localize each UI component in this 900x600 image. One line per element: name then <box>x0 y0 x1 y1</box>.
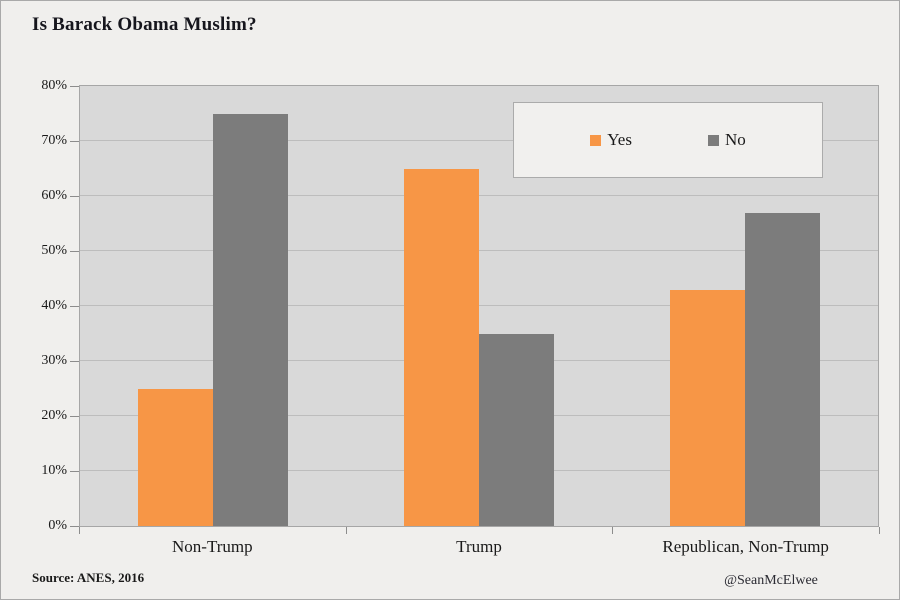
x-category-label-non-trump: Non-Trump <box>172 537 253 556</box>
y-tick-mark-60 <box>70 196 79 197</box>
y-tick-label-60: 60% <box>41 188 67 203</box>
x-tick-mark-1 <box>345 527 347 534</box>
gridline-40 <box>80 305 878 306</box>
y-tick-mark-40 <box>70 306 79 307</box>
bar-no-non-trump <box>213 113 288 526</box>
y-tick-mark-10 <box>70 471 79 472</box>
legend: Yes No <box>513 102 823 178</box>
x-tick-mark-0 <box>79 527 80 534</box>
y-tick-label-20: 20% <box>41 408 67 423</box>
y-tick-label-0: 0% <box>48 518 67 533</box>
chart-title: Is Barack Obama Muslim? <box>32 14 257 35</box>
y-tick-label-40: 40% <box>41 298 67 313</box>
y-tick-label-70: 70% <box>41 133 67 148</box>
bar-yes-non-trump <box>138 388 213 526</box>
y-tick-label-30: 30% <box>41 353 67 368</box>
legend-label-no: No <box>724 130 746 149</box>
source-note: Source: ANES, 2016 <box>32 570 145 585</box>
gridline-60 <box>80 195 878 196</box>
legend-item-no: No <box>707 130 746 150</box>
y-tick-mark-70 <box>70 141 79 142</box>
x-category-label-republican-non-trump: Republican, Non-Trump <box>662 537 829 556</box>
plot-area: Yes No <box>79 85 879 527</box>
y-tick-label-10: 10% <box>41 463 67 478</box>
y-tick-mark-20 <box>70 416 79 417</box>
legend-item-yes: Yes <box>590 130 632 150</box>
bar-no-republican-non-trump <box>745 212 820 526</box>
x-category-label-trump: Trump <box>456 537 502 556</box>
legend-swatch-yes-icon <box>590 134 602 146</box>
y-tick-mark-50 <box>70 251 79 252</box>
gridline-70 <box>80 140 878 141</box>
legend-swatch-no-icon <box>707 134 719 146</box>
bar-yes-republican-non-trump <box>670 289 745 526</box>
bar-no-trump <box>479 333 554 526</box>
y-tick-mark-0 <box>70 526 79 527</box>
x-tick-mark-3 <box>879 527 880 534</box>
attribution-handle: @SeanMcElwee <box>724 573 818 588</box>
y-tick-mark-80 <box>70 86 79 87</box>
bar-yes-trump <box>404 168 479 526</box>
legend-label-yes: Yes <box>607 130 632 149</box>
gridline-50 <box>80 250 878 251</box>
y-tick-label-50: 50% <box>41 243 67 258</box>
x-tick-mark-2 <box>612 527 614 534</box>
y-tick-mark-30 <box>70 361 79 362</box>
y-tick-label-80: 80% <box>41 78 67 93</box>
